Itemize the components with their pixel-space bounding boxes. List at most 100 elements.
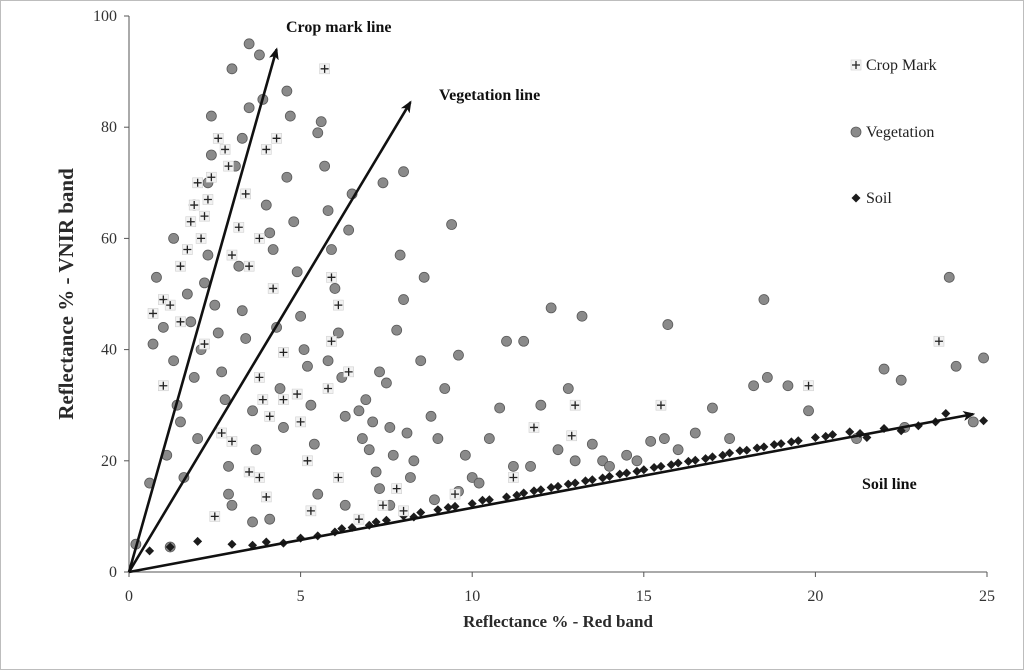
crop-mark-point — [158, 380, 169, 392]
vegetation-point — [761, 371, 773, 383]
soil-point — [450, 501, 460, 511]
vegetation-point — [552, 444, 564, 456]
crop-mark-point — [233, 221, 245, 233]
crop-mark-point — [254, 233, 265, 244]
vegetation-point — [631, 455, 643, 467]
vegetation-point — [459, 449, 471, 461]
vegetation-point — [501, 335, 512, 347]
vegetation-point — [298, 344, 310, 356]
crop-mark-point — [343, 366, 354, 378]
vegetation-point — [254, 49, 265, 61]
vegetation-point — [367, 416, 379, 428]
crop-mark-point — [302, 455, 313, 467]
crop-mark-point — [933, 335, 945, 347]
soil-point — [707, 452, 717, 462]
crop-mark-point — [243, 466, 255, 478]
soil-point — [546, 482, 556, 492]
soil-point — [615, 469, 625, 479]
crop-mark-point — [271, 133, 282, 144]
vegetation-point — [260, 199, 272, 211]
vegetation-point — [199, 277, 210, 289]
vegetation-point — [305, 399, 317, 411]
vegetation-point — [394, 249, 406, 261]
y-tick-label: 40 — [101, 342, 117, 359]
x-axis-ticks: 0 5 10 15 20 25 — [125, 572, 995, 605]
x-tick-label: 15 — [636, 588, 652, 605]
series-soil — [145, 409, 989, 556]
vegetation-point — [274, 383, 286, 394]
legend: Crop Mark Vegetation Soil — [850, 57, 937, 207]
vegetation-point — [374, 483, 385, 495]
crop-mark-point — [202, 194, 214, 205]
vegetation-point — [240, 333, 252, 344]
vegetation-point — [329, 283, 341, 294]
y-tick-label: 100 — [93, 8, 117, 25]
soil-point — [502, 492, 512, 502]
legend-soil-label: Soil — [866, 190, 892, 207]
vegetation-point — [223, 488, 234, 500]
soil-point — [553, 481, 563, 491]
vegetation-point — [408, 455, 420, 467]
vegetation-point — [758, 294, 770, 305]
vegetation-point — [243, 38, 255, 50]
crop-mark-point — [398, 505, 409, 517]
crop-mark-line-arrow — [127, 47, 279, 573]
y-tick-label: 0 — [109, 564, 117, 581]
vegetation-point — [247, 405, 258, 417]
vegetation-point — [429, 494, 440, 506]
vegetation-point — [562, 383, 574, 394]
vegetation-point — [782, 380, 794, 392]
soil-point — [666, 460, 676, 470]
soil-point — [477, 495, 487, 505]
vegetation-point — [473, 477, 485, 489]
soil-point — [979, 416, 989, 426]
crop-mark-point — [322, 383, 334, 394]
y-tick-label: 60 — [101, 230, 117, 247]
vegetation-point — [662, 319, 674, 330]
y-tick-label: 20 — [101, 453, 117, 470]
vegetation-point — [209, 299, 221, 311]
crop-mark-point — [147, 308, 159, 319]
vegetation-point — [185, 316, 197, 328]
soil-point — [683, 456, 693, 466]
vegetation-point — [291, 266, 303, 278]
vegetation-point — [343, 224, 355, 236]
vegetation-point — [689, 427, 701, 439]
soil-line-arrow — [128, 411, 976, 574]
vegetation-point — [216, 366, 228, 378]
soil-point — [786, 437, 796, 447]
vegetation-point — [363, 444, 375, 456]
legend-crop-mark-label: Crop Mark — [866, 57, 937, 74]
soil-point — [769, 440, 779, 450]
crop-mark-point — [226, 436, 238, 447]
x-tick-label: 5 — [297, 588, 305, 605]
vegetation-point — [672, 444, 684, 456]
soil-point — [598, 473, 608, 483]
vegetation-point — [147, 338, 159, 350]
crop-mark-point — [391, 483, 402, 494]
x-tick-label: 0 — [125, 588, 133, 605]
vegetation-point — [181, 288, 193, 300]
soil-point — [639, 465, 649, 475]
crop-mark-point — [326, 335, 337, 347]
soil-point — [622, 468, 632, 478]
vegetation-point — [312, 127, 324, 139]
soil-point — [718, 450, 728, 460]
soil-point — [484, 495, 494, 505]
vegetation-point — [569, 455, 581, 467]
soil-point — [828, 430, 838, 440]
vegetation-point — [219, 394, 231, 406]
annotation-layer: Crop mark line Vegetation line Soil line — [127, 19, 976, 574]
crop-mark-point — [243, 260, 255, 272]
soil-point — [563, 479, 573, 489]
crop-mark-point — [278, 347, 289, 358]
crop-mark-point — [377, 499, 389, 511]
vegetation-point — [332, 327, 344, 339]
soil-point — [227, 539, 237, 549]
vegetation-point — [724, 433, 735, 444]
soil-point — [145, 546, 155, 556]
soil-point — [649, 462, 659, 472]
vegetation-point — [202, 249, 214, 261]
